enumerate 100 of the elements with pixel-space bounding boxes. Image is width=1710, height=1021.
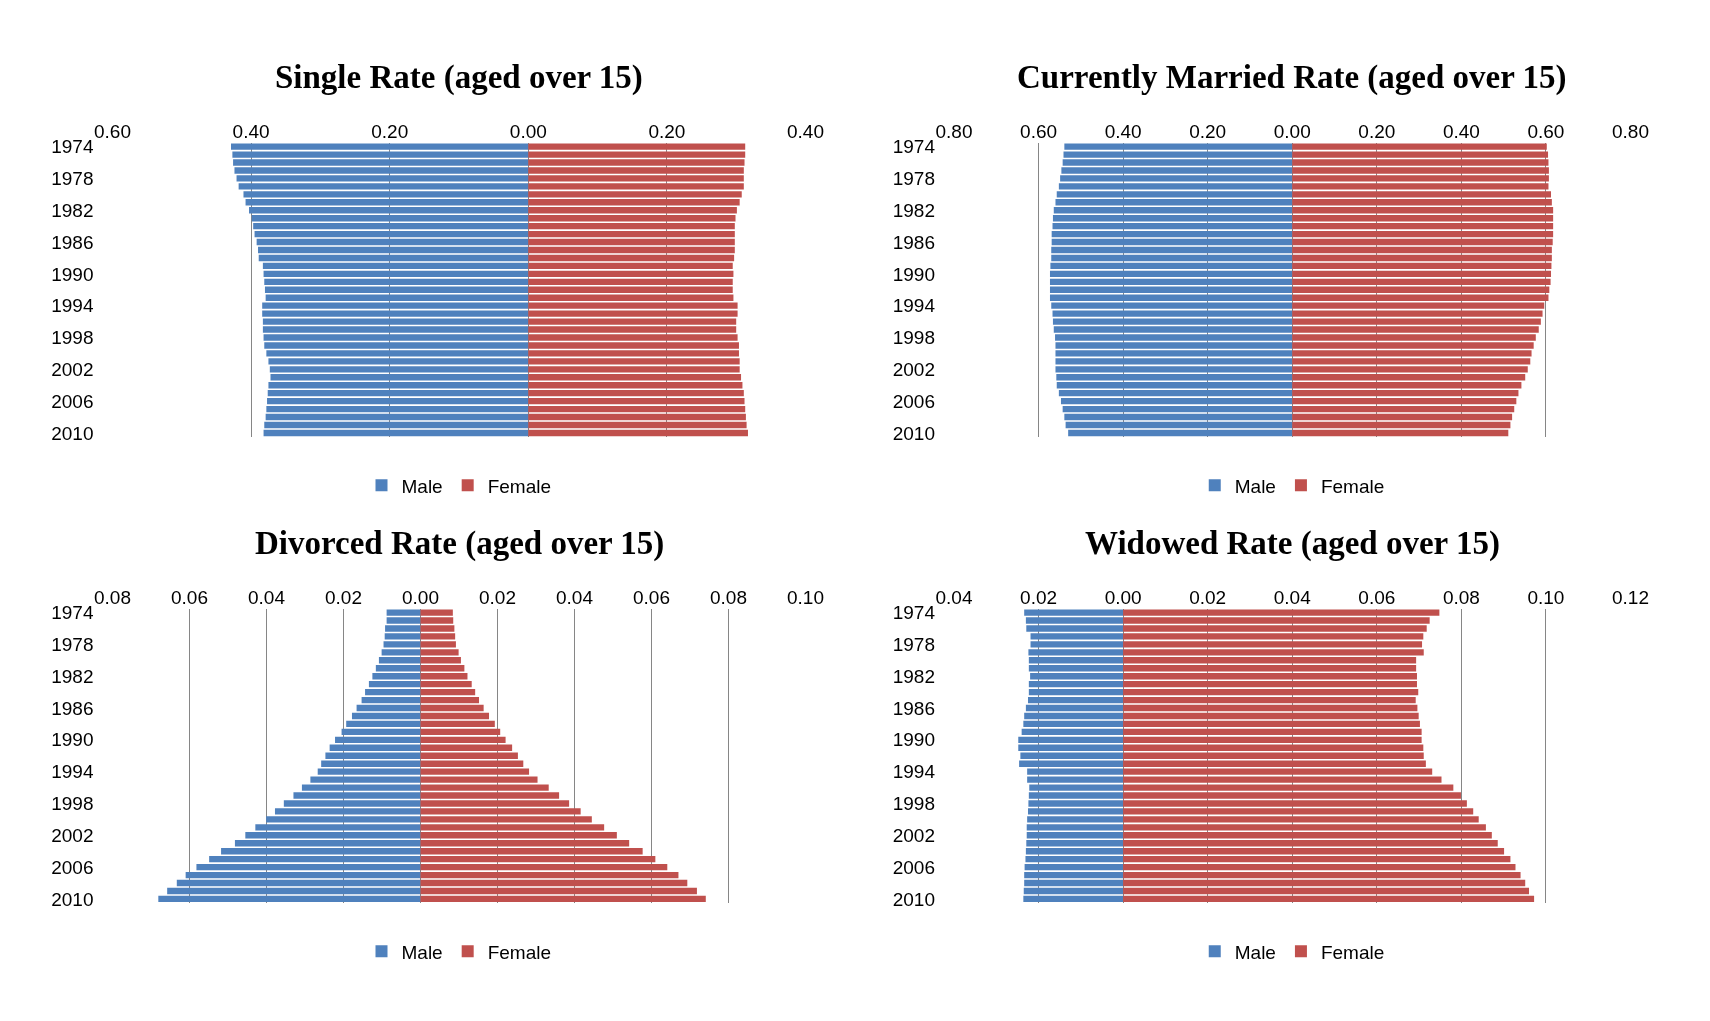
bar (1025, 848, 1124, 855)
bar (1024, 712, 1124, 720)
bar (1292, 254, 1552, 262)
bar (420, 688, 476, 696)
y-tick-label: 2002 (51, 824, 94, 846)
bar (1051, 230, 1293, 238)
y-tick-label: 1978 (892, 634, 935, 656)
bar (1123, 673, 1417, 680)
bar (209, 855, 421, 863)
x-tick-label: 0.08 (1442, 586, 1480, 608)
bar (1123, 728, 1422, 736)
y-tick-label: 1982 (892, 665, 935, 687)
x-tick-label: 0.00 (402, 586, 439, 608)
x-tick-label: 0.40 (232, 120, 270, 142)
bar (264, 421, 529, 429)
bar (1062, 405, 1293, 413)
bar (341, 728, 421, 736)
y-tick-label: 1998 (51, 327, 94, 349)
bar (254, 230, 529, 238)
bar (1123, 704, 1418, 712)
bar (167, 887, 421, 895)
bar (1123, 855, 1511, 863)
bar (351, 712, 421, 720)
bar (420, 696, 480, 704)
y-tick-label: 1998 (892, 793, 935, 815)
bar (1052, 215, 1293, 222)
bar (1123, 712, 1419, 720)
y-tick-label: 1994 (892, 295, 936, 317)
bar (528, 222, 735, 230)
bar (420, 879, 688, 887)
bar (420, 665, 465, 672)
y-tick-label: 1986 (892, 231, 935, 253)
bar (1123, 879, 1526, 887)
legend-label: Female (487, 475, 552, 497)
bar (1292, 413, 1513, 421)
x-tick-label: 0.06 (171, 586, 208, 608)
bar (420, 704, 484, 712)
legend-label: Female (1320, 475, 1385, 497)
y-tick-label: 2010 (51, 422, 94, 444)
bar (1123, 848, 1505, 855)
bar (1049, 270, 1293, 278)
bar (1292, 429, 1509, 437)
x-tick-label: 0.02 (1189, 586, 1227, 608)
x-tick-label: 0.00 (1104, 586, 1142, 608)
bar (1030, 673, 1124, 680)
x-tick-label: 0.12 (1612, 586, 1649, 608)
bar (346, 720, 421, 728)
bar (1065, 421, 1293, 429)
bar (1292, 222, 1554, 230)
bar (258, 246, 529, 254)
bar (1023, 720, 1124, 728)
y-tick-label: 2010 (892, 422, 935, 444)
bar (528, 397, 745, 405)
bar (420, 720, 495, 728)
bar (1292, 207, 1554, 214)
legend-label: Male (1234, 941, 1276, 963)
bar (1123, 665, 1417, 672)
x-tick-label: 0.02 (1020, 586, 1058, 608)
bar (1123, 720, 1420, 728)
bar (372, 673, 421, 680)
bar (1123, 871, 1521, 879)
y-tick-label: 1990 (51, 263, 94, 285)
bar (1060, 397, 1293, 405)
bar (528, 215, 736, 222)
bar (1292, 278, 1551, 286)
bar (420, 855, 656, 863)
bar (270, 374, 529, 381)
y-tick-label: 2002 (892, 358, 935, 380)
chart-title: Widowed Rate (aged over 15) (1085, 525, 1500, 562)
bar (268, 382, 529, 389)
y-tick-label: 1998 (51, 793, 94, 815)
x-tick-label: 0.40 (1442, 120, 1480, 142)
x-tick-label: 0.04 (556, 586, 594, 608)
y-tick-label: 1978 (51, 168, 94, 190)
x-tick-label: 0.20 (1358, 120, 1396, 142)
bar (1123, 744, 1424, 751)
x-tick-label: 0.08 (710, 586, 747, 608)
bar (528, 294, 734, 301)
bar (420, 848, 643, 855)
bar (1123, 688, 1419, 696)
x-tick-label: 0.04 (248, 586, 286, 608)
bar (1123, 840, 1498, 847)
bar (1292, 382, 1522, 389)
chart-title: Currently Married Rate (aged over 15) (1017, 59, 1567, 96)
bar (528, 413, 746, 421)
bar (266, 405, 529, 413)
bar (263, 270, 529, 278)
y-tick-label: 1998 (892, 327, 935, 349)
bar (325, 752, 421, 759)
y-tick-label: 2006 (51, 390, 94, 412)
y-tick-label: 2006 (892, 856, 935, 878)
y-tick-label: 1974 (51, 602, 94, 624)
y-tick-label: 2002 (892, 824, 935, 846)
bar (185, 871, 421, 879)
x-tick-label: 0.60 (1020, 120, 1058, 142)
bar (420, 680, 472, 688)
chart-title: Divorced Rate (aged over 15) (255, 525, 665, 562)
bar (263, 429, 529, 437)
x-tick-label: 0.80 (935, 120, 973, 142)
bar (1123, 752, 1424, 759)
